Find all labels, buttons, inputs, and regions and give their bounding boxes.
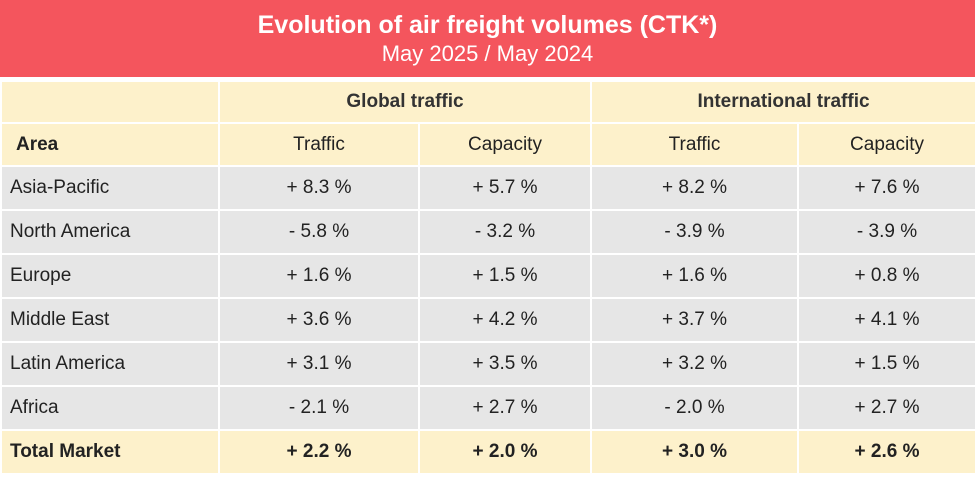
intl-traffic-cell: - 2.0 % — [590, 385, 799, 431]
global-traffic-cell: + 3.1 % — [218, 341, 420, 387]
global-traffic-cell: + 1.6 % — [218, 253, 420, 299]
total-global-capacity-cell: + 2.0 % — [418, 429, 592, 475]
intl-traffic-cell: + 3.7 % — [590, 297, 799, 343]
total-intl-traffic-cell: + 3.0 % — [590, 429, 799, 475]
global-capacity-cell: + 2.7 % — [418, 385, 592, 431]
total-area-cell: Total Market — [0, 429, 220, 475]
area-cell: North America — [0, 209, 220, 255]
global-capacity-cell: + 4.2 % — [418, 297, 592, 343]
table-row: Middle East + 3.6 % + 4.2 % + 3.7 % + 4.… — [0, 297, 975, 343]
intl-capacity-column-header: Capacity — [796, 122, 975, 167]
global-traffic-cell: - 5.8 % — [218, 209, 420, 255]
total-intl-capacity-cell: + 2.6 % — [796, 429, 975, 475]
area-column-header: Area — [0, 122, 220, 167]
area-cell: Europe — [0, 253, 220, 299]
intl-capacity-cell: + 7.6 % — [796, 165, 975, 211]
total-global-traffic-cell: + 2.2 % — [218, 429, 420, 475]
global-capacity-cell: - 3.2 % — [418, 209, 592, 255]
intl-traffic-cell: - 3.9 % — [590, 209, 799, 255]
global-traffic-cell: + 3.6 % — [218, 297, 420, 343]
intl-capacity-cell: + 0.8 % — [796, 253, 975, 299]
global-capacity-column-header: Capacity — [418, 122, 592, 167]
global-capacity-cell: + 1.5 % — [418, 253, 592, 299]
intl-traffic-cell: + 1.6 % — [590, 253, 799, 299]
column-header-row: Area Traffic Capacity Traffic Capacity — [0, 122, 975, 167]
intl-capacity-cell: + 2.7 % — [796, 385, 975, 431]
intl-traffic-column-header: Traffic — [590, 122, 799, 167]
table-row: Asia-Pacific + 8.3 % + 5.7 % + 8.2 % + 7… — [0, 165, 975, 211]
intl-traffic-cell: + 3.2 % — [590, 341, 799, 387]
global-traffic-cell: - 2.1 % — [218, 385, 420, 431]
table-row: Europe + 1.6 % + 1.5 % + 1.6 % + 0.8 % — [0, 253, 975, 299]
global-traffic-header: Global traffic — [218, 80, 592, 124]
area-cell: Asia-Pacific — [0, 165, 220, 211]
intl-capacity-cell: + 1.5 % — [796, 341, 975, 387]
freight-table: Global traffic International traffic Are… — [0, 80, 975, 475]
table-row: North America - 5.8 % - 3.2 % - 3.9 % - … — [0, 209, 975, 255]
area-cell: Latin America — [0, 341, 220, 387]
intl-traffic-cell: + 8.2 % — [590, 165, 799, 211]
area-cell: Africa — [0, 385, 220, 431]
total-row: Total Market + 2.2 % + 2.0 % + 3.0 % + 2… — [0, 429, 975, 475]
global-traffic-cell: + 8.3 % — [218, 165, 420, 211]
global-capacity-cell: + 5.7 % — [418, 165, 592, 211]
table-row: Africa - 2.1 % + 2.7 % - 2.0 % + 2.7 % — [0, 385, 975, 431]
intl-capacity-cell: - 3.9 % — [796, 209, 975, 255]
global-traffic-column-header: Traffic — [218, 122, 420, 167]
table-row: Latin America + 3.1 % + 3.5 % + 3.2 % + … — [0, 341, 975, 387]
page-title: Evolution of air freight volumes (CTK*) — [257, 11, 718, 39]
group-header-row: Global traffic International traffic — [0, 80, 975, 124]
intl-capacity-cell: + 4.1 % — [796, 297, 975, 343]
header-blank-cell — [0, 80, 220, 124]
page-subtitle: May 2025 / May 2024 — [381, 41, 594, 66]
area-cell: Middle East — [0, 297, 220, 343]
title-band: Evolution of air freight volumes (CTK*) … — [0, 0, 975, 77]
international-traffic-header: International traffic — [589, 80, 975, 124]
global-capacity-cell: + 3.5 % — [418, 341, 592, 387]
